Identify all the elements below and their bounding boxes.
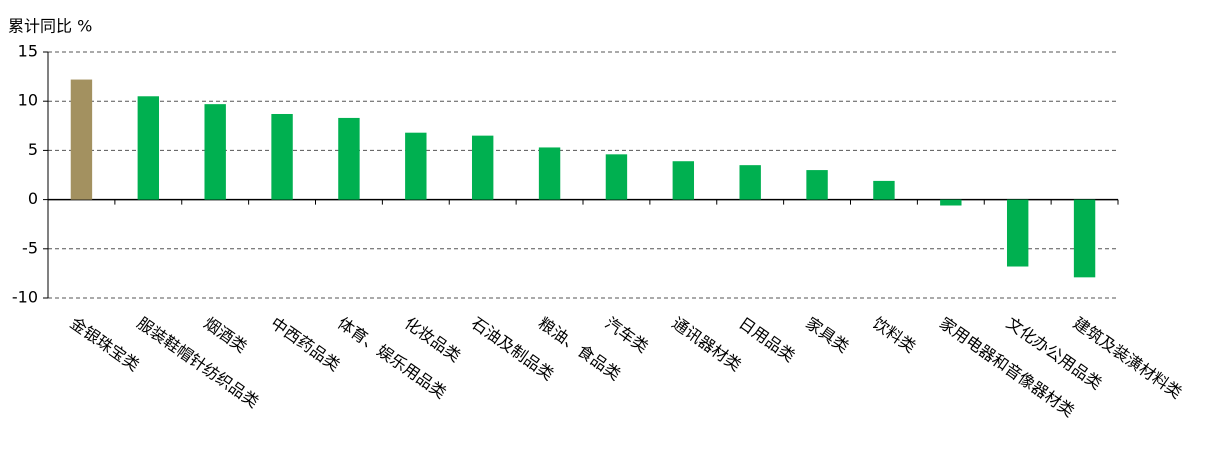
bar — [70, 79, 93, 200]
x-tick-label: 化妆品类 — [401, 313, 464, 365]
bar — [1006, 199, 1029, 267]
bar — [873, 180, 895, 200]
x-tick-label: 金银珠宝类 — [67, 313, 143, 374]
bar — [672, 161, 695, 200]
bar — [940, 199, 962, 206]
bar — [405, 132, 427, 200]
x-tick-label: 汽车类 — [602, 313, 652, 356]
y-tick-label: 15 — [18, 42, 38, 61]
x-tick-label: 饮料类 — [869, 313, 919, 356]
bar — [137, 96, 160, 200]
bar — [338, 117, 360, 200]
x-tick-label: 家具类 — [802, 313, 852, 356]
x-tick-label: 中西药品类 — [267, 313, 343, 374]
bar — [605, 154, 628, 200]
x-tick-label: 建筑及装潢材料类 — [1070, 313, 1186, 402]
x-tick-label: 服装鞋帽针纺织品类 — [133, 313, 262, 411]
bar — [271, 113, 293, 200]
bar — [739, 165, 761, 200]
y-tick-label: -10 — [12, 288, 38, 307]
y-tick-label: 5 — [28, 140, 38, 159]
bar — [204, 104, 226, 200]
y-tick-label: 0 — [28, 189, 38, 208]
x-tick-label: 日用品类 — [735, 313, 798, 365]
bar — [806, 170, 828, 200]
x-tick-label: 烟酒类 — [200, 313, 250, 356]
bar — [471, 135, 494, 200]
bar — [538, 147, 561, 200]
x-tick-label: 通讯器材类 — [668, 313, 744, 374]
y-tick-label: -5 — [22, 238, 38, 257]
bar — [1073, 199, 1096, 278]
axis-title: 累计同比 % — [8, 17, 92, 36]
y-tick-label: 10 — [18, 91, 38, 110]
